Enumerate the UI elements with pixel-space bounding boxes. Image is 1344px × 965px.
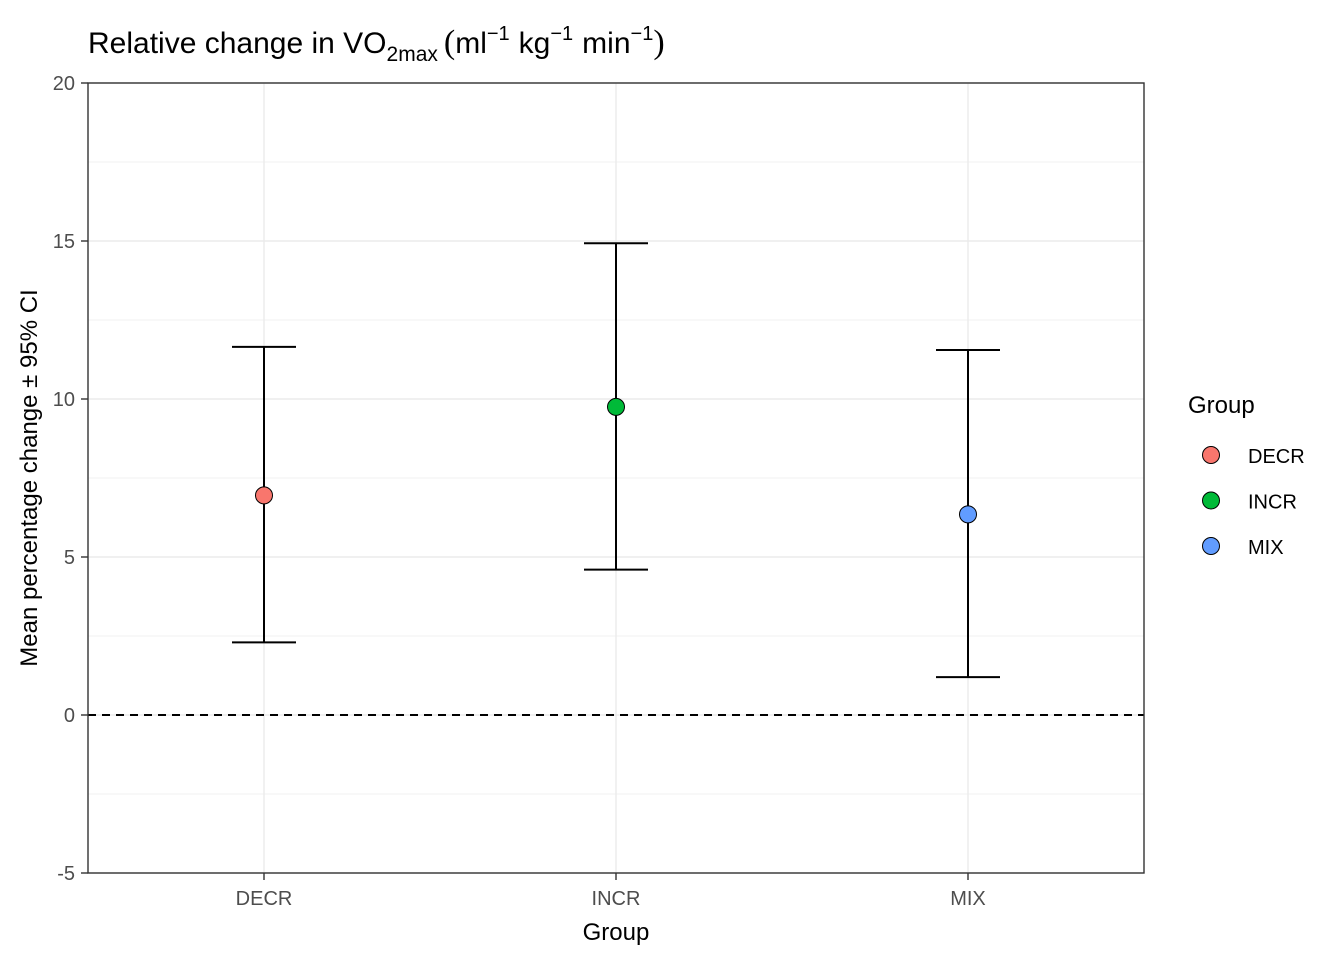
y-tick-label: 15 <box>53 231 75 253</box>
y-tick-label: 20 <box>53 73 75 95</box>
y-tick-label: 10 <box>53 389 75 411</box>
chart-title-unit-min: min <box>582 27 630 60</box>
legend-label-decr: DECR <box>1248 446 1305 468</box>
mean-point-decr <box>255 486 273 505</box>
x-tick-label: DECR <box>236 888 293 910</box>
chart-title-open-paren: ( <box>444 24 455 61</box>
y-tick-label: 0 <box>64 705 75 727</box>
chart-title-exp-min: −1 <box>631 23 654 45</box>
x-axis-title: Group <box>583 919 650 946</box>
y-tick-label: -5 <box>57 863 75 885</box>
chart-title-unit-ml: ml <box>455 27 487 60</box>
chart-title-unit-kg: kg <box>519 27 551 60</box>
legend-key-incr <box>1202 491 1220 510</box>
mean-point-mix <box>959 505 977 524</box>
legend: Group DECR INCR MIX <box>1188 392 1305 559</box>
chart-title-subscript: 2max <box>387 43 439 66</box>
legend-key-decr <box>1202 446 1220 464</box>
chart-title-prefix: Relative change in VO <box>88 27 387 60</box>
y-tick-label: 5 <box>64 547 75 569</box>
x-tick-label: MIX <box>950 888 986 910</box>
chart-title-exp-ml: −1 <box>487 23 510 45</box>
chart-title: Relative change in VO2max (ml−1 kg−1 min−1) <box>88 23 665 66</box>
chart-title-exp-kg: −1 <box>550 23 573 45</box>
legend-title: Group <box>1188 392 1255 419</box>
mean-point-incr <box>607 397 625 416</box>
y-axis-title: Mean percentage change ± 95% CI <box>16 289 43 666</box>
axis-layer: -5 0 5 10 15 20 DECR INCR MIX <box>53 73 986 910</box>
legend-label-incr: INCR <box>1248 492 1297 514</box>
legend-label-mix: MIX <box>1248 537 1284 559</box>
legend-key-mix <box>1202 537 1220 555</box>
legend-entries: DECR INCR MIX <box>1202 446 1305 559</box>
x-tick-label: INCR <box>592 888 641 910</box>
marks-layer <box>232 242 1000 679</box>
chart-title-close-paren: ) <box>653 24 664 61</box>
